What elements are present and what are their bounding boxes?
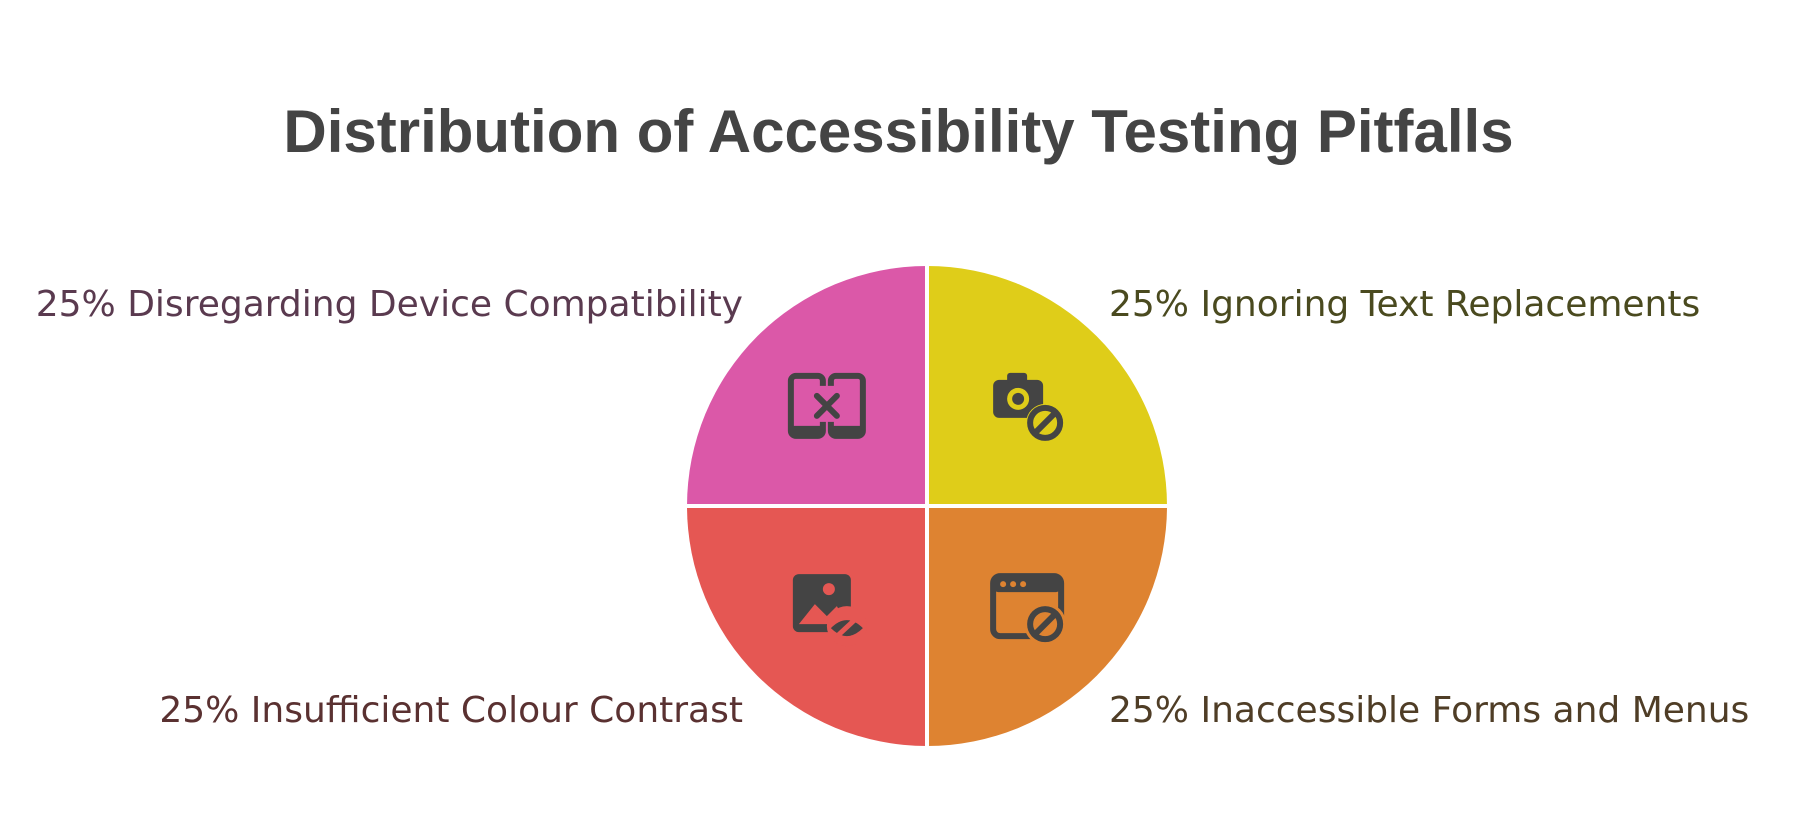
pie-slice-ignoring-text-replacements [927, 266, 1167, 506]
devices-x-icon [787, 372, 866, 439]
window-blocked-icon [990, 573, 1067, 646]
camera-blocked-icon [993, 372, 1065, 442]
slice-label-insufficient-colour-contrast: 25% Insufficient Colour Contrast [159, 690, 743, 731]
slice-label-inaccessible-forms-and-menus: 25% Inaccessible Forms and Menus [1109, 690, 1750, 731]
pie-slice-disregarding-device-compatibility [687, 266, 927, 506]
chart-title: Distribution of Accessibility Testing Pi… [283, 98, 1514, 165]
slice-label-ignoring-text-replacements: 25% Ignoring Text Replacements [1109, 284, 1701, 325]
slice-label-disregarding-device-compatibility: 25% Disregarding Device Compatibility [35, 284, 743, 325]
image-hidden-icon [792, 574, 867, 647]
